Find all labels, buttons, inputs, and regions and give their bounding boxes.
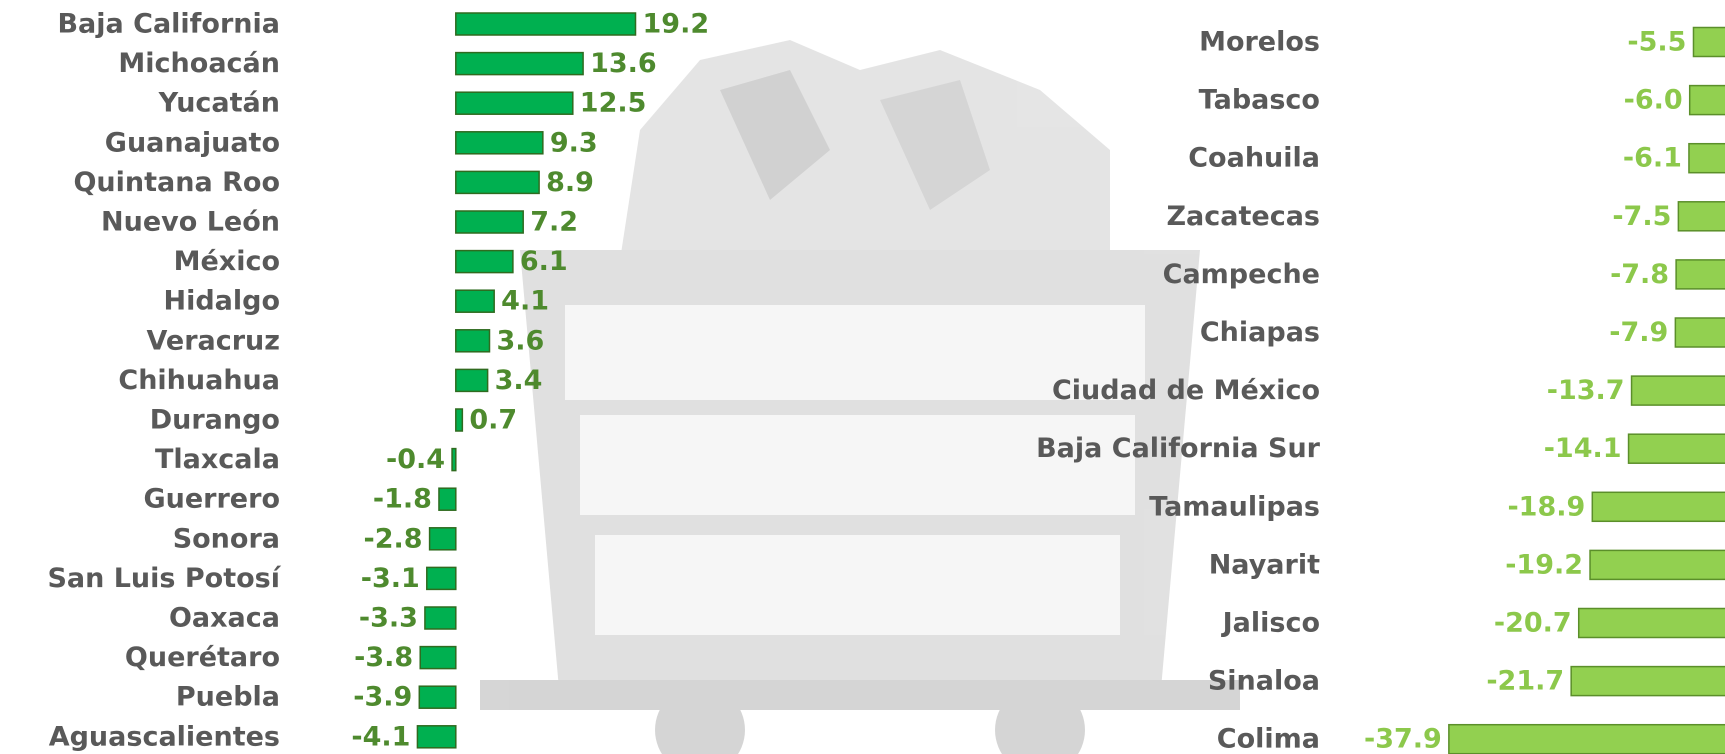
category-label: Zacatecas [1166,201,1320,232]
value-label: 12.5 [580,88,647,119]
category-label: Quintana Roo [73,167,280,198]
category-label: Tlaxcala [155,444,280,475]
bar [451,447,457,472]
category-label: Hidalgo [163,286,280,317]
category-label: Guerrero [143,484,280,515]
value-label: -37.9 [1364,724,1442,754]
value-label: -18.9 [1507,491,1585,522]
value-label: -21.7 [1486,666,1564,697]
bar [455,91,574,115]
value-label: 19.2 [643,9,710,40]
value-label: 4.1 [501,286,549,317]
category-label: Michoacán [118,48,280,79]
category-label: Tamaulipas [1149,491,1320,522]
value-label: -1.8 [373,484,432,515]
bar [1577,607,1725,639]
bar [1674,317,1725,348]
value-label: -2.8 [364,523,423,554]
category-label: Coahuila [1188,143,1320,174]
category-label: Oaxaca [169,603,280,634]
bar [1675,259,1725,290]
bar [455,12,637,36]
category-label: Nuevo León [101,207,280,238]
bar [455,329,491,353]
bar [1630,375,1725,406]
bar [428,527,457,551]
category-label: Baja California [57,9,280,40]
category-label: Durango [150,405,280,436]
category-label: Colima [1217,724,1320,754]
category-label: Sinaloa [1208,666,1320,697]
category-label: Sonora [173,523,280,554]
bar [424,606,457,630]
value-label: -4.1 [351,721,410,752]
bar [416,725,457,749]
value-label: -0.4 [386,444,445,475]
value-label: -7.5 [1612,201,1671,232]
value-label: 6.1 [520,246,568,277]
bar [1448,723,1725,754]
bar [1589,549,1725,581]
value-label: 8.9 [546,167,594,198]
category-label: Tabasco [1199,85,1320,116]
bar [455,368,489,393]
category-label: Morelos [1199,27,1320,58]
category-label: Nayarit [1209,549,1320,580]
value-label: -5.5 [1627,27,1686,58]
background-cart [480,40,1240,754]
value-label: -3.3 [359,603,418,634]
category-label: México [174,246,280,277]
bar [1688,142,1725,174]
value-label: -14.1 [1544,433,1622,464]
bar [1591,491,1725,523]
value-label: 3.4 [495,365,543,396]
category-label: San Luis Potosí [47,563,281,594]
value-label: -6.0 [1624,85,1683,116]
value-label: 9.3 [550,127,598,158]
bar [1570,665,1725,697]
bar [1627,433,1725,464]
category-label: Ciudad de México [1052,375,1320,406]
value-label: -7.9 [1609,317,1668,348]
bar [418,685,457,709]
value-label: -20.7 [1494,608,1572,639]
value-label: 3.6 [496,325,544,356]
value-label: 7.2 [530,207,578,238]
category-label: Baja California Sur [1036,433,1321,464]
category-label: Yucatán [158,88,280,119]
bar [455,51,584,76]
bar [438,487,457,511]
category-label: Veracruz [146,325,280,356]
value-label: -19.2 [1505,549,1583,580]
bar [455,210,524,234]
bar [455,289,495,313]
value-label: -3.1 [361,563,420,594]
category-label: Querétaro [125,642,280,673]
value-label: -6.1 [1623,143,1682,174]
category-label: Chihuahua [118,365,280,396]
category-label: Aguascalientes [49,721,280,752]
value-label: -3.8 [354,642,413,673]
bar [1688,84,1725,116]
bar [455,131,544,155]
value-label: 13.6 [590,48,657,79]
value-label: -13.7 [1547,375,1625,406]
value-label: -7.8 [1610,259,1669,290]
category-label: Guanajuato [105,127,280,158]
category-label: Chiapas [1200,317,1320,348]
value-label: -3.9 [353,682,412,713]
bar [419,645,457,670]
bar [1677,201,1725,232]
bar [455,408,464,432]
category-label: Jalisco [1221,608,1320,639]
bar [455,170,540,195]
category-label: Puebla [176,682,280,713]
bar [426,566,457,591]
category-label: Campeche [1163,259,1320,290]
bar [1692,26,1725,58]
value-label: 0.7 [469,405,517,436]
bar [455,249,514,274]
